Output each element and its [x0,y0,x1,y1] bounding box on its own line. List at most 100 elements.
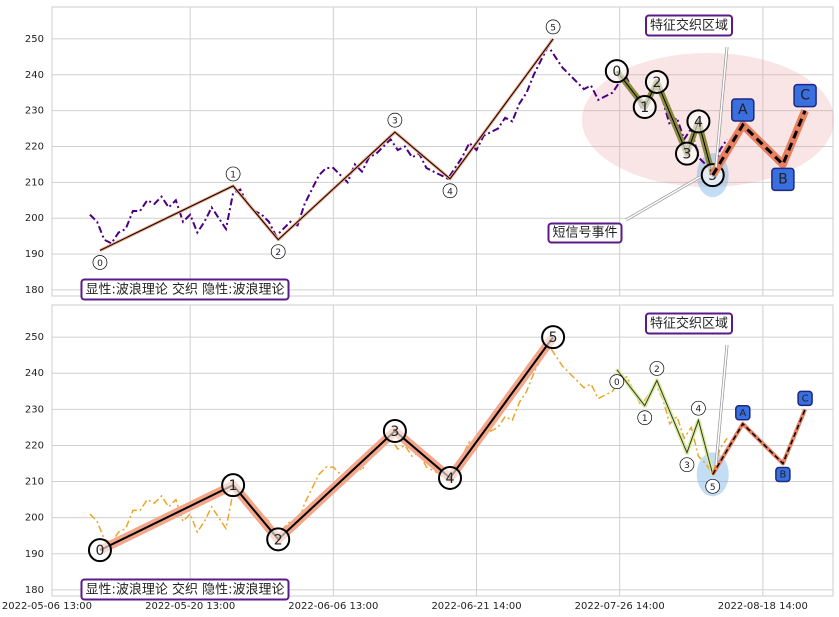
wave-label: 0 [96,543,105,559]
y-tick-label: 250 [25,332,44,343]
abc-label: C [800,88,810,104]
wave-point [382,419,407,444]
x-tick-label: 2022-05-06 13:00 [2,601,92,612]
y-tick-label: 250 [25,34,44,45]
wave-point [632,95,657,120]
wave-point [649,361,665,376]
wave-label: 5 [710,483,716,493]
abc-marker [793,83,817,108]
wave-point [221,473,246,498]
wave-point [691,400,706,416]
wave-line [616,369,714,475]
wave-label: 1 [642,414,648,424]
zone-label-box [644,14,734,37]
y-tick-label: 220 [25,440,44,451]
wave-label: 3 [684,461,690,471]
plot-area [51,6,834,297]
y-tick-label: 230 [25,404,44,415]
caption: 显性:波浪理论 交织 隐性:波浪理论 [85,582,284,598]
zone-label: 特征交织区域 [650,18,728,34]
zone-label-box [644,312,734,335]
y-tick-label: 230 [25,106,44,117]
x-tick-label: 2022-06-06 13:00 [288,601,378,612]
abc-label: A [738,102,748,118]
abc-label: B [778,171,788,187]
wave-label: 4 [446,471,455,487]
wave-label: 2 [652,75,661,91]
wave-label: 2 [654,365,660,375]
wave-label: 1 [230,170,236,180]
wave-label: 4 [694,114,703,130]
y-tick-label: 190 [25,249,44,260]
wave-label: 4 [696,405,702,415]
y-tick-label: 200 [25,213,44,224]
wave-line [99,38,554,251]
wave-point [644,69,669,94]
wave-point [270,244,286,260]
y-tick-label: 240 [25,368,44,379]
y-tick-label: 200 [25,513,44,524]
wave-point [686,109,711,134]
y-tick-label: 180 [25,585,44,596]
wave-label: 5 [550,23,556,33]
wave-label: 3 [683,147,692,163]
y-tick-label: 190 [25,549,44,560]
wave-line [99,336,554,552]
arrow [715,46,728,168]
x-tick-label: 2022-05-20 13:00 [145,601,235,612]
wave-label: 3 [390,424,399,440]
abc-marker [771,167,795,192]
abc-label: B [779,469,786,480]
x-tick-label: 2022-08-18 14:00 [718,601,808,612]
zone-label: 特征交织区域 [650,316,728,332]
wave-point [87,538,112,563]
wave-point [609,374,625,389]
caption-box [80,578,290,601]
x-tick-label: 2022-06-21 14:00 [431,601,521,612]
wave-label: 0 [614,378,620,388]
wave-label: 1 [229,478,238,494]
wave-label: 2 [275,248,281,258]
wave-point [442,183,458,199]
y-tick-label: 180 [25,285,44,296]
x-tick-label: 2022-07-26 14:00 [575,601,665,612]
wave-point [545,19,561,35]
abc-marker [797,390,813,407]
wave-line [711,110,807,176]
abc-label: A [739,408,746,419]
y-tick-label: 210 [25,477,44,488]
wave-label: 0 [97,259,103,269]
y-tick-label: 240 [25,70,44,81]
abc-marker [775,466,791,483]
wave-point [92,255,108,270]
wave-point [705,478,721,494]
wave-label: 1 [640,100,649,116]
caption-box [80,278,290,301]
arrow [715,344,728,466]
arrow [625,176,701,221]
y-tick-label: 210 [25,177,44,188]
abc-label: C [802,393,809,404]
wave-label: 2 [274,532,283,548]
wave-label: 0 [612,64,621,80]
wave-point [674,141,699,166]
wave-point [541,325,566,350]
wave-point [387,112,403,128]
wave-point [604,59,629,84]
abc-marker [735,405,751,421]
wave-point [637,410,653,426]
event-label: 短信号事件 [552,226,617,241]
wave-point [438,465,463,490]
wave-point [225,166,241,182]
wave-label: 5 [708,168,717,184]
event-label-box [547,222,623,244]
wave-line [712,409,806,475]
wave-point [266,527,291,552]
wave-point [679,457,695,473]
plot-area [51,304,834,597]
wave-label: 4 [447,187,453,197]
abc-marker [731,98,755,122]
wave-label: 5 [549,330,558,346]
wave-label: 3 [392,117,398,127]
